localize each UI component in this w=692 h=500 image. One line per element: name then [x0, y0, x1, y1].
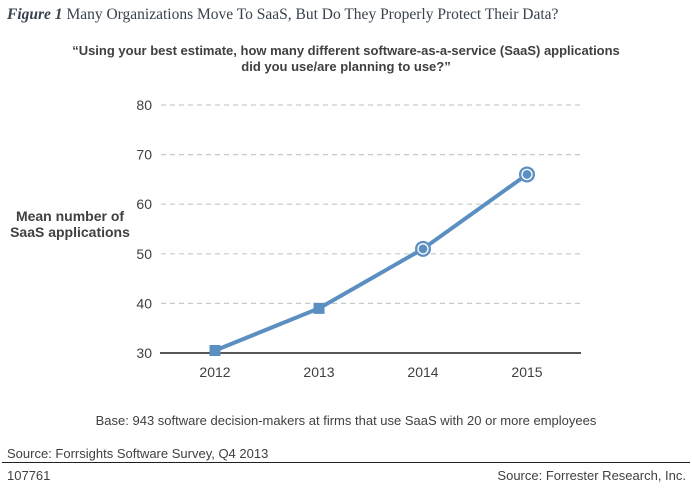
- figure-number-label: Figure 1: [7, 6, 63, 23]
- y-tick-label-50: 50: [136, 246, 152, 262]
- document-id: 107761: [7, 468, 51, 483]
- y-tick-label-30: 30: [136, 345, 152, 361]
- trend-line: [214, 172, 529, 353]
- x-tick-label-2015: 2015: [511, 364, 542, 380]
- y-tick-label-60: 60: [136, 196, 152, 212]
- base-note: Base: 943 software decision-makers at fi…: [95, 413, 597, 428]
- x-tick-label-2012: 2012: [199, 364, 230, 380]
- x-tick-label-2013: 2013: [303, 364, 334, 380]
- chart-question: “Using your best estimate, how many diff…: [72, 43, 620, 74]
- data-point-2012: [209, 345, 221, 357]
- y-tick-label-40: 40: [136, 295, 152, 311]
- data-point-core-2015: [522, 170, 532, 179]
- figure-title-text: Many Organizations Move To SaaS, But Do …: [66, 6, 559, 23]
- data-point-core-2014: [418, 244, 428, 254]
- survey-source-note: Source: Forrsights Software Survey, Q4 2…: [7, 446, 269, 461]
- forrester-copyright: Source: Forrester Research, Inc.: [497, 468, 686, 483]
- figure-title: Figure 1 Many Organizations Move To SaaS…: [7, 6, 558, 24]
- footer-divider: [2, 462, 690, 463]
- y-axis-label: Mean number of SaaS applications: [10, 208, 130, 240]
- y-tick-label-80: 80: [136, 97, 152, 113]
- y-tick-label-70: 70: [136, 147, 152, 163]
- x-tick-label-2014: 2014: [407, 364, 438, 380]
- data-point-2013: [313, 302, 325, 314]
